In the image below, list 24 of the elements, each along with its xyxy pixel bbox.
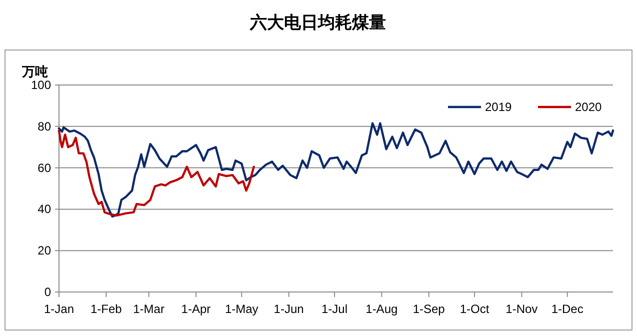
y-tick-label: 0 — [44, 285, 52, 299]
y-tick-label: 60 — [38, 160, 52, 175]
x-tick-label: 1-Aug — [366, 302, 398, 316]
chart-title: 六大电日均耗煤量 — [249, 13, 386, 32]
x-tick-label: 1-Jul — [321, 302, 348, 316]
x-tick-label: 1-May — [224, 302, 258, 316]
line-series — [58, 129, 255, 217]
line-series — [58, 122, 614, 218]
y-tick-label: 40 — [38, 202, 52, 216]
y-tick-label: 80 — [38, 119, 52, 134]
x-tick-label: 1-Jan — [44, 302, 74, 316]
x-tick-label: 1-Nov — [506, 302, 538, 316]
y-tick-label: 20 — [38, 244, 52, 258]
x-tick-label: 1-Apr — [181, 302, 211, 316]
x-tick-label: 1-Sep — [412, 302, 446, 316]
x-tick-label: 1-Feb — [90, 302, 122, 316]
x-tick-label: 1-Dec — [551, 302, 584, 316]
x-tick-label: 1-Oct — [460, 302, 490, 316]
legend-label: 2020 — [575, 100, 602, 114]
x-tick-label: 1-Jun — [274, 302, 304, 316]
y-axis-title: 万吨 — [21, 64, 48, 79]
y-tick-label: 100 — [30, 78, 52, 92]
x-tick-label: 1-Mar — [133, 302, 164, 316]
legend-label: 2019 — [485, 100, 512, 114]
